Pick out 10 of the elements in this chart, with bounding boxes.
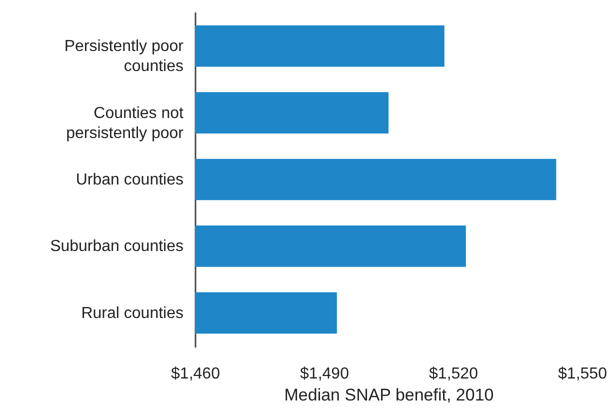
y-tick-label: Suburban counties: [50, 238, 184, 256]
x-axis-title: Median SNAP benefit, 2010: [284, 386, 494, 404]
y-tick-label: Counties not persistently poor: [66, 104, 184, 142]
y-tick-label: Rural counties: [81, 304, 184, 322]
x-tick-label: $1,490: [300, 366, 350, 382]
x-tick-label: $1,520: [429, 366, 478, 382]
y-tick-label: Persistently poor counties: [64, 38, 184, 76]
y-tick-label: Urban counties: [76, 172, 184, 188]
x-tick-label: $1,550: [558, 366, 608, 382]
x-tick-label: $1,460: [171, 366, 220, 382]
